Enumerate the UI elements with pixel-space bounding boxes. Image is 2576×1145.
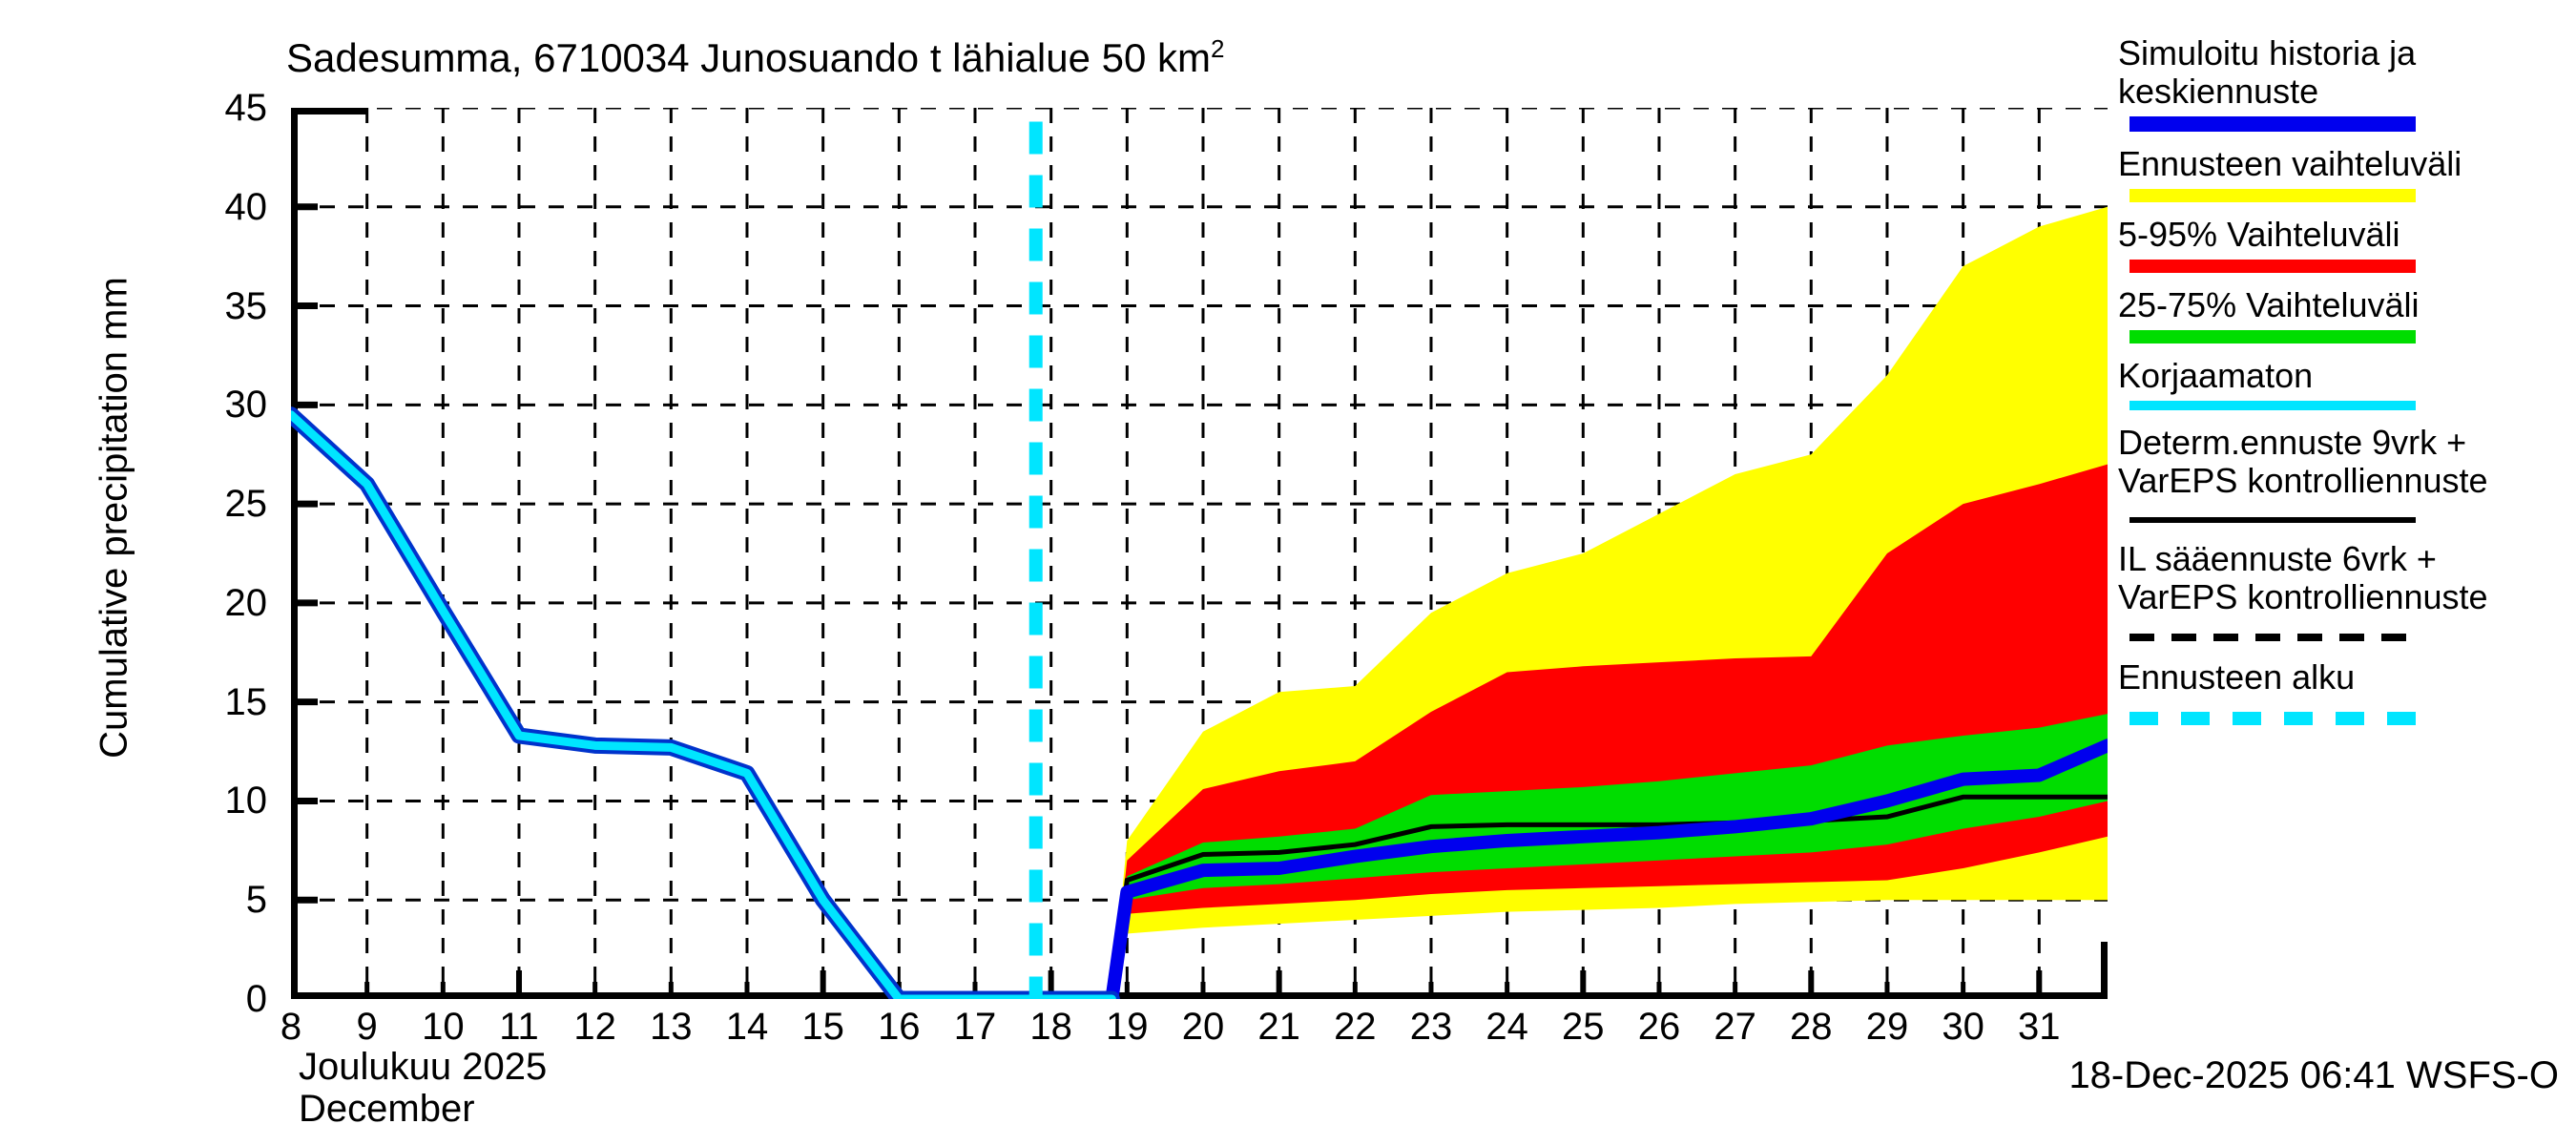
chart-title-text: Sadesumma, 6710034 Junosuando t lähialue… (286, 35, 1211, 80)
y-axis-tick-labels: 0 5 10 15 20 25 30 35 40 45 (143, 89, 268, 1018)
x-axis-tick-label: 24 (1485, 1006, 1528, 1048)
gridlines (291, 108, 2108, 999)
y-axis-tick-label: 10 (224, 780, 268, 822)
uncorrected-history-line (291, 410, 1116, 999)
legend-25-75-range: 25-75% Vaihteluväli (2118, 286, 2576, 344)
legend-25-75-range-label: 25-75% Vaihteluväli (2118, 285, 2420, 324)
legend-forecast-start-swatch (2129, 712, 2425, 725)
month-label-finnish: Joulukuu 2025 (299, 1046, 548, 1088)
legend-simulated-history-swatch (2129, 116, 2416, 132)
legend-forecast-range: Ennusteen vaihteluväli (2118, 145, 2576, 202)
chart-title-superscript: 2 (1211, 34, 1225, 63)
uncorrected-history-outline (291, 406, 1120, 999)
x-axis-tick-label: 9 (356, 1006, 378, 1048)
y-axis-tick-label: 45 (224, 87, 268, 129)
chart-legend: Simuloitu historia ja keskiennuste Ennust… (2118, 34, 2576, 739)
y-axis-tick-label: 20 (224, 581, 268, 624)
y-axis-tick-label: 15 (224, 680, 268, 723)
legend-forecast-range-label: Ennusteen vaihteluväli (2118, 144, 2462, 183)
x-axis-tick-label: 17 (953, 1006, 997, 1048)
x-axis-tick-label: 26 (1637, 1006, 1681, 1048)
median-forecast-line (892, 739, 2108, 999)
legend-simulated-history-label: Simuloitu historia ja keskiennuste (2118, 33, 2417, 111)
x-axis-tick-label: 22 (1334, 1006, 1377, 1048)
forecast-band-2 (1111, 714, 2108, 999)
chart-title: Sadesumma, 6710034 Junosuando t lähialue… (286, 27, 1622, 80)
chart-canvas (291, 108, 2108, 999)
legend-il-weather-forecast-label: IL sääennuste 6vrk + VarEPS kontrollienn… (2118, 539, 2488, 616)
y-axis-tick-label: 35 (224, 284, 268, 327)
legend-forecast-range-swatch (2129, 189, 2416, 202)
y-axis-tick-label: 5 (245, 879, 267, 922)
legend-uncorrected-label: Korjaamaton (2118, 356, 2314, 395)
month-label-english: December (299, 1088, 475, 1130)
y-axis-tick-label: 0 (245, 978, 267, 1020)
x-axis-tick-label: 27 (1714, 1006, 1756, 1048)
legend-5-95-range-swatch (2129, 260, 2416, 273)
x-axis-tick-label: 30 (1942, 1006, 1984, 1048)
legend-il-weather-forecast-swatch (2129, 634, 2416, 641)
plot-axis-lines (291, 108, 2108, 999)
x-axis-tick-label: 29 (1865, 1006, 1909, 1048)
x-axis-tick-label: 23 (1409, 1006, 1453, 1048)
legend-25-75-range-swatch (2129, 330, 2416, 344)
x-axis-tick-label: 11 (499, 1006, 539, 1048)
x-axis-tick-label: 25 (1562, 1006, 1605, 1048)
legend-5-95-range-label: 5-95% Vaihteluväli (2118, 215, 2400, 254)
legend-5-95-range: 5-95% Vaihteluväli (2118, 216, 2576, 273)
x-axis-tick-label: 28 (1790, 1006, 1833, 1048)
legend-forecast-start: Ennusteen alku (2118, 658, 2576, 725)
y-axis-top-cap (291, 108, 367, 114)
legend-il-weather-forecast: IL sääennuste 6vrk + VarEPS kontrollienn… (2118, 540, 2576, 641)
y-axis-tick-label: 40 (224, 185, 268, 228)
x-axis-tick-label: 14 (725, 1006, 769, 1048)
y-axis-label: Cumulative precipitation mm (93, 277, 135, 759)
x-axis-tick-labels: 8 9 10 11 12 13 14 15 16 17 18 19 20 21 22 23 24 25 26 27 28… (280, 1006, 2108, 1054)
deterministic-forecast-line (1109, 794, 2108, 999)
x-axis-right-cap (2101, 942, 2108, 999)
legend-uncorrected-swatch (2129, 401, 2416, 410)
y-axis-tick-label: 30 (224, 384, 268, 427)
x-axis-tick-label: 13 (650, 1006, 693, 1048)
x-axis-tick-label: 10 (422, 1006, 465, 1048)
x-axis-tick-label: 20 (1181, 1006, 1225, 1048)
x-axis-tick-label: 15 (801, 1006, 844, 1048)
plot-area (291, 108, 2108, 999)
legend-forecast-start-label: Ennusteen alku (2118, 657, 2356, 697)
x-axis-tick-label: 8 (280, 1006, 302, 1048)
x-axis-tick-label: 12 (573, 1006, 616, 1048)
legend-deterministic-forecast-label: Determ.ennuste 9vrk + VarEPS kontrollien… (2118, 423, 2488, 500)
x-axis-tick-label: 21 (1257, 1006, 1300, 1048)
x-axis-tick-label: 18 (1029, 1006, 1072, 1048)
legend-deterministic-forecast: Determ.ennuste 9vrk + VarEPS kontrollien… (2118, 424, 2576, 523)
legend-uncorrected: Korjaamaton (2118, 357, 2576, 410)
y-axis-tick-label: 25 (224, 483, 268, 526)
x-axis-tick-label: 16 (878, 1006, 921, 1048)
legend-simulated-history: Simuloitu historia ja keskiennuste (2118, 34, 2576, 132)
legend-deterministic-forecast-swatch (2129, 517, 2416, 523)
x-axis-tick-label: 31 (2018, 1006, 2061, 1048)
timestamp-stamp: 18-Dec-2025 06:41 WSFS-O (2068, 1054, 2559, 1096)
x-axis-tick-label: 19 (1106, 1006, 1149, 1048)
